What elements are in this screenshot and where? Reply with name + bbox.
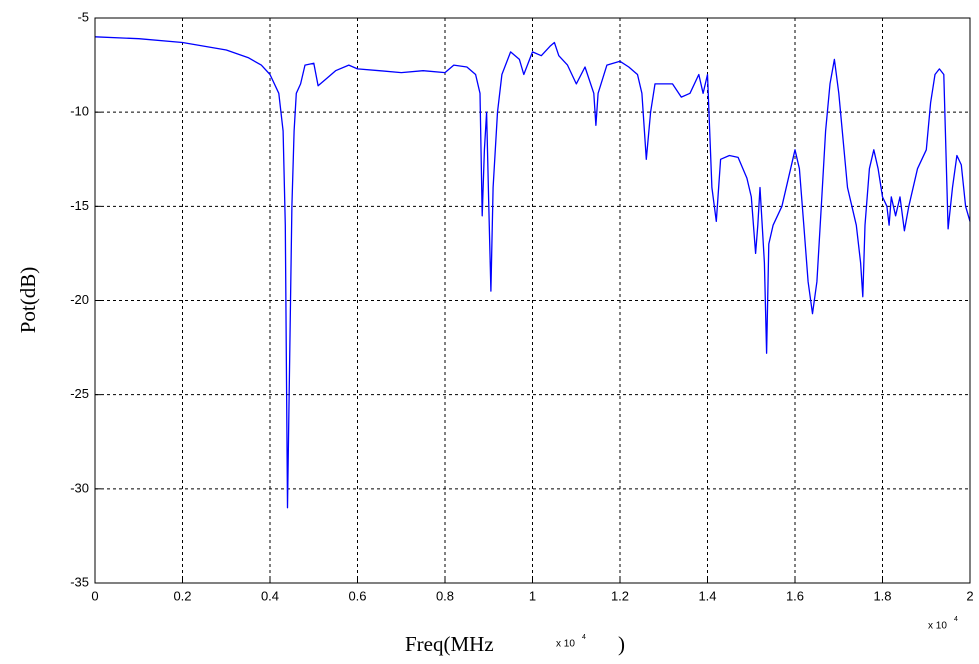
x-tick-label: 1.8 (873, 588, 891, 603)
y-tick-label: -15 (70, 198, 89, 213)
x-tick-label: 0.4 (261, 588, 279, 603)
x-multiplier-exponent: 4 (582, 634, 586, 641)
x-tick-label: 1.6 (786, 588, 804, 603)
plot-frame (94, 17, 971, 584)
x-tick-label: 0.2 (173, 588, 191, 603)
x-tick-label: 1 (529, 588, 536, 603)
x-tick-label: 0 (91, 588, 98, 603)
x-corner-multiplier: x 10 (928, 621, 947, 632)
y-tick-label: -30 (70, 480, 89, 495)
x-multiplier: x 10 (556, 639, 575, 650)
x-axis-label: Freq(MHz (405, 632, 494, 656)
y-axis-label: Pot(dB) (16, 267, 40, 334)
y-tick-label: -5 (77, 9, 89, 24)
y-tick-label: -35 (70, 574, 89, 589)
x-axis-label-end: ) (618, 632, 625, 656)
y-tick-label: -20 (70, 292, 89, 307)
x-tick-label: 1.2 (611, 588, 629, 603)
x-tick-label: 0.8 (436, 588, 454, 603)
y-tick-label: -10 (70, 104, 89, 119)
x-tick-label: 0.6 (348, 588, 366, 603)
x-tick-label: 2 (966, 588, 973, 603)
x-corner-exponent: 4 (954, 616, 958, 623)
y-tick-label: -25 (70, 386, 89, 401)
data-line (94, 36, 971, 509)
x-tick-label: 1.4 (698, 588, 716, 603)
